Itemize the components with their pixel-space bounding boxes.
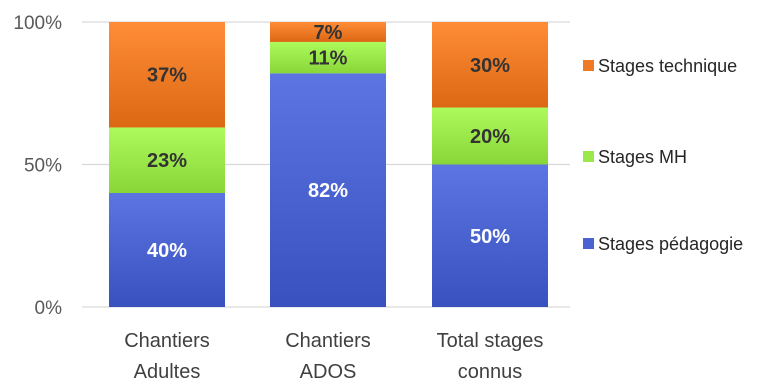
bar-segment: [270, 22, 386, 42]
bar-segment: [432, 164, 548, 307]
bar-segment: [109, 193, 225, 307]
legend-label: Stages MH: [598, 147, 687, 167]
bar-segment: [109, 22, 225, 128]
legend-item: Stages MH: [583, 147, 687, 167]
y-tick-label: 0%: [35, 298, 63, 319]
data-label: 20%: [470, 126, 510, 148]
legend-swatch: [583, 60, 594, 71]
bar-segment: [270, 73, 386, 307]
legend-label: Stages technique: [598, 56, 737, 76]
data-label: 50%: [470, 226, 510, 248]
y-tick-label: 50%: [24, 156, 62, 177]
bars: 40% 23% 37% 82% 11% 7% 50% 20% 30%: [109, 22, 548, 307]
y-axis-ticks: 0% 50% 100%: [13, 13, 62, 319]
legend-item: Stages pédagogie: [583, 234, 743, 254]
x-category-label: Chantiers Adultes: [124, 330, 210, 383]
bar-segment: [109, 127, 225, 193]
x-category-label: Chantiers ADOS: [285, 330, 371, 383]
data-label: 40%: [147, 240, 187, 262]
bar-segment: [270, 41, 386, 74]
bar-segment: [432, 107, 548, 165]
data-label: 37%: [147, 65, 187, 87]
legend-swatch: [583, 151, 594, 162]
x-axis-categories: Chantiers Adultes Chantiers ADOS Total stage…: [124, 330, 543, 383]
data-label: 7%: [314, 22, 343, 44]
data-label: 11%: [309, 48, 348, 70]
x-category-label: Total stages connus: [437, 330, 544, 383]
data-label: 30%: [470, 55, 510, 77]
y-tick-label: 100%: [13, 13, 62, 34]
bar-segment: [432, 22, 548, 108]
legend-label: Stages pédagogie: [598, 234, 743, 254]
data-label: 82%: [308, 180, 348, 202]
legend-swatch: [583, 238, 594, 249]
data-label: 23%: [147, 150, 187, 172]
legend-item: Stages technique: [583, 56, 737, 76]
legend: Stages technique Stages MH Stages pédagogi…: [583, 56, 743, 254]
